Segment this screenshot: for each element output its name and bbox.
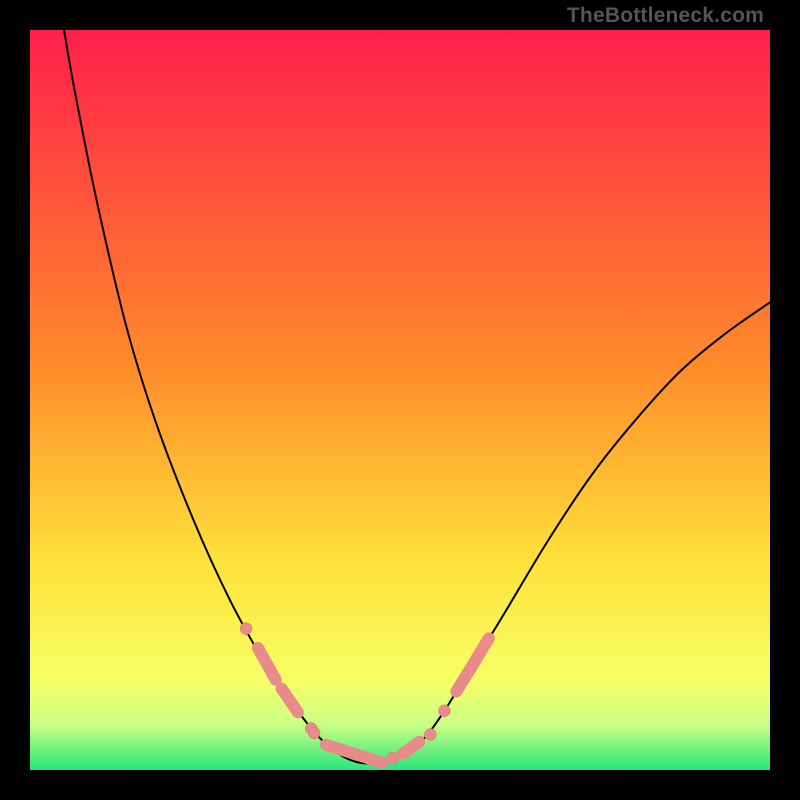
data-segment-marker (282, 689, 298, 713)
data-segment-marker (326, 745, 382, 763)
data-segment-marker (403, 742, 419, 754)
data-point-marker (308, 727, 320, 739)
data-point-marker (438, 705, 450, 717)
data-point-marker (424, 728, 436, 740)
bottleneck-curve (64, 30, 770, 764)
data-segment-marker (474, 638, 489, 662)
data-segment-marker (258, 648, 276, 680)
data-point-marker (240, 623, 252, 635)
chart-frame: TheBottleneck.com (0, 0, 800, 800)
data-point-marker (387, 752, 399, 764)
chart-svg (0, 0, 800, 800)
